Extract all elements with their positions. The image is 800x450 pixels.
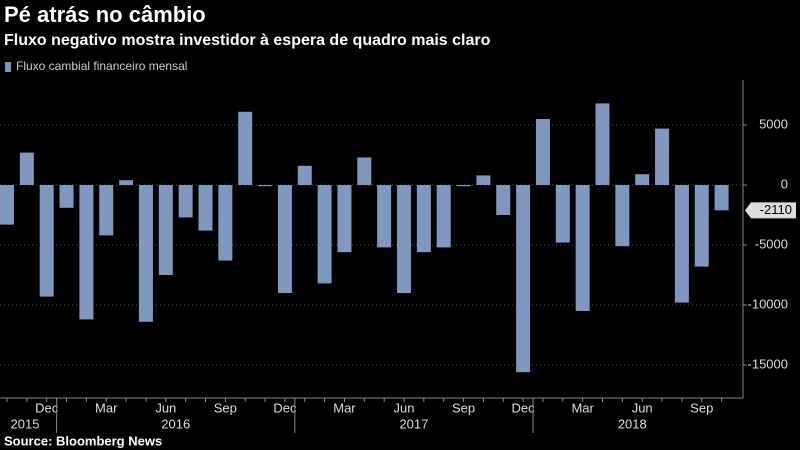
bar [277, 185, 292, 293]
x-tick-label: Dec [35, 400, 59, 415]
x-tick-label: Dec [512, 400, 536, 415]
x-tick-label: Mar [95, 400, 118, 415]
value-tag [745, 202, 796, 219]
bar [535, 119, 550, 185]
bar [99, 185, 114, 236]
bar [218, 185, 233, 261]
legend-label: Fluxo cambial financeiro mensal [16, 59, 187, 73]
y-tick-label: -15000 [748, 356, 788, 371]
x-tick-label: Mar [571, 400, 594, 415]
bar [158, 185, 173, 275]
bar [297, 165, 312, 185]
bar [456, 185, 471, 187]
bar [337, 185, 352, 253]
bar [397, 185, 411, 293]
bar [516, 185, 531, 373]
x-tick-label: Jun [394, 400, 415, 415]
bar [138, 185, 153, 322]
bar [258, 185, 273, 187]
bar [198, 185, 213, 231]
bar [59, 185, 74, 208]
bar [476, 175, 491, 185]
bar [416, 185, 431, 253]
bar [377, 185, 392, 248]
bar [555, 185, 570, 243]
x-tick-label: Sep [214, 400, 237, 415]
bar [0, 185, 14, 225]
bar [19, 152, 34, 185]
bar [615, 185, 630, 247]
y-tick-label: -10000 [748, 296, 788, 311]
bar [39, 185, 54, 297]
source: Source: Bloomberg News [4, 433, 162, 448]
bar [178, 185, 193, 218]
bar [79, 185, 94, 320]
bar [575, 185, 590, 311]
bar [655, 128, 670, 185]
bar [496, 185, 511, 215]
bar [119, 180, 134, 185]
legend-swatch [5, 62, 11, 72]
bar [635, 174, 650, 185]
bar [357, 157, 372, 185]
y-tick-label: 5000 [759, 116, 788, 131]
year-label: 2017 [399, 416, 428, 431]
bar [714, 185, 729, 211]
year-label: 2018 [618, 416, 647, 431]
bar [694, 185, 709, 267]
year-label: 2015 [11, 416, 40, 431]
y-tick-label: 0 [781, 176, 788, 191]
bar [674, 185, 689, 303]
x-tick-label: Dec [273, 400, 297, 415]
bar [595, 103, 610, 185]
chart-title: Pé atrás no câmbio [4, 2, 206, 27]
x-tick-label: Jun [155, 400, 176, 415]
y-tick-label: -5000 [755, 236, 788, 251]
value-label: -2110 [760, 202, 792, 217]
x-tick-label: Mar [333, 400, 356, 415]
chart-subtitle: Fluxo negativo mostra investidor à esper… [4, 32, 491, 49]
x-tick-label: Jun [632, 400, 653, 415]
x-tick-label: Sep [690, 400, 713, 415]
year-label: 2016 [161, 416, 190, 431]
bar [317, 185, 332, 284]
x-tick-label: Sep [452, 400, 475, 415]
bar [238, 111, 253, 185]
bar [436, 185, 451, 248]
